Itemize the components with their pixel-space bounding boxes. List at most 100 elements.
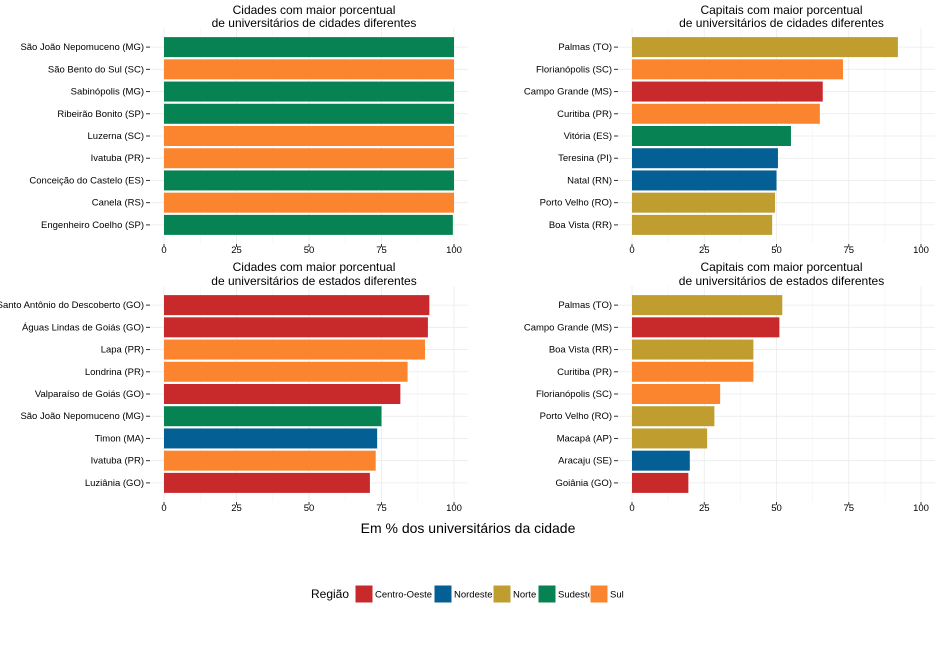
bar-2-9 xyxy=(632,214,773,235)
bar-2-8 xyxy=(632,192,776,213)
y-tick-label: Campo Grande (MS) xyxy=(524,87,612,98)
x-tick-label: 100 xyxy=(446,503,462,514)
x-tick-label: 0 xyxy=(629,503,634,514)
legend-swatch-sul xyxy=(589,584,609,604)
y-tick-label: Florianópolis (SC) xyxy=(536,64,612,75)
y-tick-label: Boa Vista (RR) xyxy=(549,345,612,356)
x-tick-label: 75 xyxy=(843,245,854,256)
bar-2-6 xyxy=(632,148,778,169)
y-tick-label: Santo Antônio do Descoberto (GO) xyxy=(0,300,144,311)
y-tick-label: São João Nepomuceno (MG) xyxy=(20,42,144,53)
bar-1-1 xyxy=(164,37,454,58)
bar-1-3 xyxy=(164,81,454,102)
chart-title-line-1: Capitais com maior porcentual xyxy=(700,3,862,17)
y-tick-label: Goiânia (GO) xyxy=(556,478,613,489)
y-tick-label: Teresina (PI) xyxy=(558,153,612,164)
legend-label-sudeste: Sudeste xyxy=(558,590,593,601)
x-tick-label: 75 xyxy=(843,503,854,514)
x-tick-label: 100 xyxy=(913,503,929,514)
y-tick-label: Palmas (TO) xyxy=(558,42,612,53)
chart-panel-1: São João Nepomuceno (MG) São Bento do Sul… xyxy=(20,3,468,256)
y-tick-label: Canela (RS) xyxy=(92,198,144,209)
y-tick-label: Florianópolis (SC) xyxy=(536,389,612,400)
bar-2-5 xyxy=(632,126,791,146)
y-tick-label: Curitiba (PR) xyxy=(557,109,612,120)
x-tick-label: 50 xyxy=(771,503,782,514)
y-tick-label: São João Nepomuceno (MG) xyxy=(20,411,144,422)
y-tick-label: Porto Velho (RO) xyxy=(540,198,612,209)
y-tick-label: Valparaíso de Goiás (GO) xyxy=(35,389,144,400)
y-tick-label: Campo Grande (MS) xyxy=(524,322,612,333)
x-axis-label: Em % dos universitários da cidade xyxy=(361,520,576,536)
bar-3-6 xyxy=(164,406,382,427)
y-tick-label: Macapá (AP) xyxy=(557,433,612,444)
bar-3-1 xyxy=(164,295,430,316)
chart-title-line-1: Cidades com maior porcentual xyxy=(233,260,396,274)
bar-3-5 xyxy=(164,384,401,404)
bar-1-8 xyxy=(164,192,454,213)
bar-1-7 xyxy=(164,170,454,191)
y-tick-label: Porto Velho (RO) xyxy=(540,411,612,422)
x-tick-label: 100 xyxy=(913,245,929,256)
x-tick-label: 100 xyxy=(446,245,462,256)
legend-label-sul: Sul xyxy=(610,590,624,601)
chart-title-line-1: Cidades com maior porcentual xyxy=(233,3,396,17)
bar-2-1 xyxy=(632,37,898,58)
bar-2-3 xyxy=(632,81,823,102)
bar-4-8 xyxy=(632,450,690,471)
bar-1-6 xyxy=(164,148,454,169)
bar-3-9 xyxy=(164,472,370,493)
bar-4-7 xyxy=(632,428,708,449)
chart-title-line-2: de universitários de estados diferentes xyxy=(211,274,416,288)
bar-3-4 xyxy=(164,361,408,382)
y-tick-label: Vitória (ES) xyxy=(564,131,612,142)
chart-title-line-2: de universitários de cidades diferentes xyxy=(679,16,884,30)
x-tick-label: 75 xyxy=(376,503,387,514)
x-tick-label: 25 xyxy=(699,503,710,514)
y-tick-label: Londrina (PR) xyxy=(85,367,144,378)
y-tick-label: Lapa (PR) xyxy=(101,345,144,356)
x-tick-label: 75 xyxy=(376,245,387,256)
y-tick-label: Ribeirão Bonito (SP) xyxy=(57,109,144,120)
x-tick-label: 50 xyxy=(771,245,782,256)
bar-4-5 xyxy=(632,384,721,404)
x-tick-label: 0 xyxy=(629,245,634,256)
bar-4-4 xyxy=(632,361,754,382)
legend-label-norte: Norte xyxy=(513,590,536,601)
bar-1-4 xyxy=(164,103,454,124)
y-tick-label: Conceição do Castelo (ES) xyxy=(29,175,144,186)
legend-label-centro-oeste: Centro-Oeste xyxy=(375,590,432,601)
x-tick-label: 25 xyxy=(231,245,242,256)
x-tick-label: 0 xyxy=(161,245,166,256)
legend-title: Região xyxy=(311,587,349,601)
y-tick-label: Ivatuba (PR) xyxy=(91,456,144,467)
legend-swatch-norte xyxy=(492,584,512,604)
y-tick-label: Sabinópolis (MG) xyxy=(71,87,144,98)
legend-label-nordeste: Nordeste xyxy=(454,590,493,601)
bar-2-7 xyxy=(632,170,777,191)
bar-4-2 xyxy=(632,317,780,338)
y-tick-label: Palmas (TO) xyxy=(558,300,612,311)
legend-swatch-sudeste xyxy=(537,584,557,604)
chart-panel-2: Palmas (TO) Florianópolis (SC) Campo Grand… xyxy=(524,3,935,256)
bar-2-4 xyxy=(632,103,820,124)
chart-title-line-1: Capitais com maior porcentual xyxy=(700,260,862,274)
bar-3-7 xyxy=(164,428,378,449)
y-tick-label: Engenheiro Coelho (SP) xyxy=(41,220,144,231)
bar-1-5 xyxy=(164,126,454,146)
x-tick-label: 25 xyxy=(699,245,710,256)
bar-4-3 xyxy=(632,339,754,360)
legend: Região Centro-Oeste Nordeste Norte Sudeste Su… xyxy=(311,584,624,604)
chart-title-line-2: de universitários de estados diferentes xyxy=(679,274,884,288)
bar-3-2 xyxy=(164,317,428,338)
y-tick-label: Águas Lindas de Goiás (GO) xyxy=(22,322,144,333)
x-tick-label: 0 xyxy=(161,503,166,514)
bar-2-2 xyxy=(632,59,843,80)
x-tick-label: 25 xyxy=(231,503,242,514)
bar-4-1 xyxy=(632,295,783,316)
legend-swatch-nordeste xyxy=(433,584,453,604)
y-tick-label: Ivatuba (PR) xyxy=(91,153,144,164)
y-tick-label: Luziânia (GO) xyxy=(85,478,144,489)
